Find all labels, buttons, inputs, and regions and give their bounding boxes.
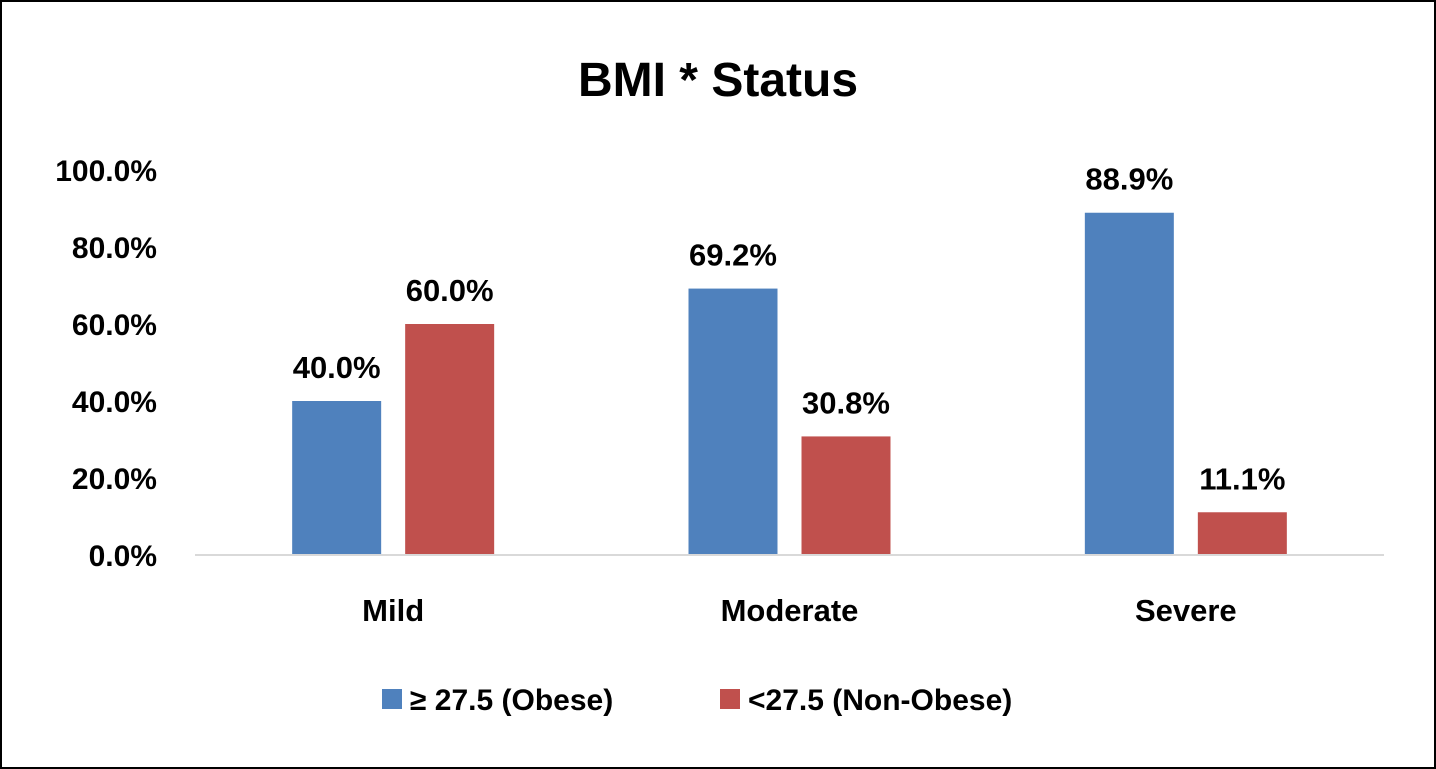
legend-swatch-2 xyxy=(720,689,740,709)
bar-mild-series-1 xyxy=(292,401,382,555)
bar-moderate-series-1 xyxy=(688,288,778,555)
data-label: 40.0% xyxy=(293,350,381,385)
x-category-label: Moderate xyxy=(721,593,859,628)
x-category-label: Mild xyxy=(362,593,424,628)
bars xyxy=(292,212,1287,556)
data-label: 11.1% xyxy=(1199,461,1285,496)
bar-severe-series-2 xyxy=(1197,512,1287,555)
y-tick-label: 100.0% xyxy=(55,155,157,188)
legend: ≥ 27.5 (Obese) <27.5 (Non-Obese) xyxy=(382,684,1012,717)
x-axis-categories: Mild Moderate Severe xyxy=(362,593,1237,628)
data-label: 60.0% xyxy=(406,273,494,308)
y-axis-ticks: 0.0% 20.0% 40.0% 60.0% 80.0% 100.0% xyxy=(55,155,157,573)
y-tick-label: 0.0% xyxy=(89,540,157,573)
y-tick-label: 80.0% xyxy=(72,232,157,265)
y-tick-label: 20.0% xyxy=(72,463,157,496)
chart-title: BMI * Status xyxy=(578,54,858,107)
data-label: 30.8% xyxy=(802,385,890,420)
data-label: 88.9% xyxy=(1085,162,1173,197)
y-tick-label: 60.0% xyxy=(72,309,157,342)
y-tick-label: 40.0% xyxy=(72,386,157,419)
data-label: 69.2% xyxy=(689,238,777,273)
legend-label: <27.5 (Non-Obese) xyxy=(748,684,1012,717)
bar-mild-series-2 xyxy=(405,324,495,555)
data-labels: 40.0% 60.0% 69.2% 30.8% 88.9% 11.1% xyxy=(293,162,1286,497)
legend-label: ≥ 27.5 (Obese) xyxy=(410,684,613,717)
x-category-label: Severe xyxy=(1135,593,1237,628)
legend-swatch-1 xyxy=(382,689,402,709)
bar-moderate-series-2 xyxy=(801,436,891,555)
bar-severe-series-1 xyxy=(1084,212,1174,556)
